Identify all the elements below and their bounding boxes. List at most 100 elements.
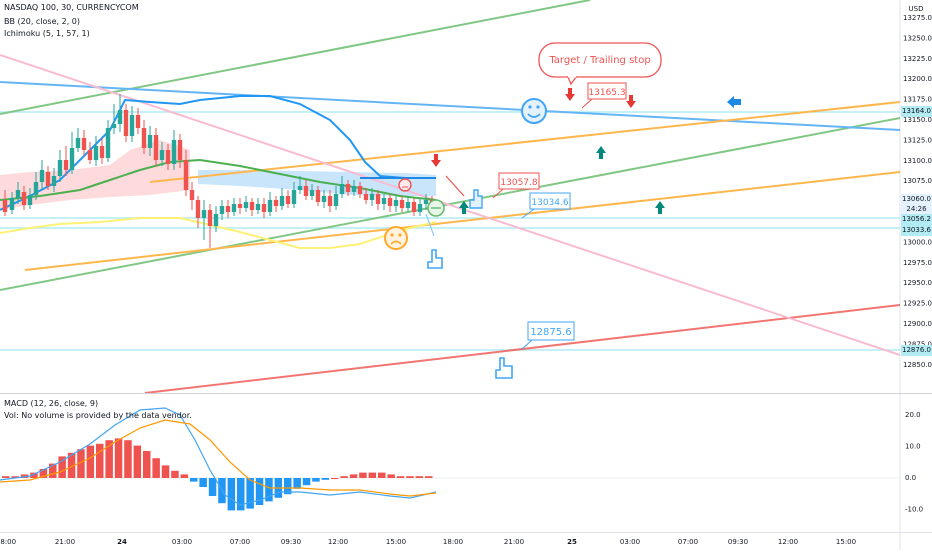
smiley-angry-icon[interactable] [398, 178, 412, 192]
arrow-down-red-icon[interactable] [431, 154, 441, 167]
trendline-blue[interactable] [0, 81, 900, 131]
candle-body [231, 204, 237, 212]
price-axis[interactable]: 13275.0 13250.0 13225.0 13200.0 13175.0 13150… [903, 14, 932, 369]
price-tag-13164: 13164.0 [901, 106, 932, 117]
label-13034[interactable]: 13034.6 [521, 192, 571, 219]
label-12875[interactable]: 12875.6 [521, 321, 575, 350]
candle-body [177, 140, 183, 160]
macd-hist-bar [378, 472, 386, 478]
candle-body [255, 204, 261, 210]
price-tick-label: 12950.0 [903, 279, 932, 287]
svg-text:12875.6: 12875.6 [530, 327, 571, 338]
macd-hist-bar [180, 474, 189, 478]
candle-body [39, 170, 45, 182]
label-13057[interactable]: 13057.8 [492, 172, 540, 199]
macd-hist-bar [387, 474, 395, 478]
candle-body [129, 115, 135, 136]
price-tag-current: 13060.0 [901, 194, 932, 205]
candle-body [2, 200, 8, 212]
candle-body [123, 110, 129, 136]
legend-bb[interactable]: BB (20, close, 2, 0) [4, 17, 80, 26]
legend-main-title[interactable]: NASDAQ 100, 30, CURRENCYCOM [4, 3, 139, 12]
time-tick-label: 18:00 [443, 538, 463, 546]
price-tag-12876: 12876.0 [901, 345, 932, 356]
legend-macd[interactable]: MACD (12, 26, close, 9) [4, 399, 99, 408]
ichimoku-cloud [198, 170, 436, 196]
arrow-up-green-icon[interactable] [459, 201, 469, 214]
arrow-up-green-icon[interactable] [655, 201, 665, 214]
candle-body [75, 138, 81, 148]
legend-ichimoku[interactable]: Ichimoku (5, 1, 57, 1) [4, 29, 90, 38]
callout-text: Target / Trailing stop [548, 55, 650, 66]
macd-hist-bar [284, 478, 292, 495]
candle-body [21, 192, 27, 205]
candle-body [189, 190, 195, 200]
arrow-up-green-icon[interactable] [596, 146, 606, 159]
svg-text:13034.6: 13034.6 [531, 198, 568, 208]
candle-body [81, 138, 87, 150]
macd-hist-bar [406, 476, 414, 478]
candle-body [153, 135, 159, 160]
hand-pointer-icon[interactable] [495, 357, 513, 379]
macd-hist-bar [114, 438, 123, 478]
macd-hist-bar [96, 443, 104, 478]
candle-body [27, 195, 33, 205]
drawing-arrow[interactable] [425, 213, 435, 237]
candle-body [345, 184, 351, 192]
smiley-sad-icon[interactable] [384, 226, 408, 250]
candle-body [135, 115, 141, 128]
arrow-left-blue-icon[interactable] [727, 96, 741, 108]
candle-body [387, 198, 393, 206]
smiley-neutral-icon[interactable] [427, 199, 445, 217]
candle-body [381, 198, 387, 204]
trendline-pink[interactable] [0, 54, 900, 356]
legend-volume-note: Vol: No volume is provided by the data v… [4, 411, 192, 420]
macd-hist-bar [246, 478, 254, 509]
macd-tick-label: -10.0 [905, 506, 923, 514]
candle-body [315, 190, 321, 202]
hand-pointer-icon[interactable] [427, 249, 443, 269]
candle-body [99, 146, 105, 158]
candle-body [15, 190, 21, 198]
time-tick-label: 09:30 [728, 538, 748, 546]
candle-body [69, 148, 75, 170]
price-tick-label: 13250.0 [903, 34, 932, 42]
candle-body [399, 200, 405, 208]
macd-tick-label: 10.0 [905, 443, 921, 451]
candle-body [219, 206, 225, 214]
candle-body [327, 196, 333, 206]
trendline-green-upper[interactable] [0, 0, 591, 115]
time-axis[interactable]: 18:00 21:00 24 03:00 07:00 09:30 12:00 15:00 18:… [0, 538, 856, 546]
smiley-happy-icon[interactable] [521, 98, 547, 124]
macd-hist-bar [161, 465, 170, 478]
main-pane[interactable]: Target / Trailing stop 13165.3 13057.8 1… [0, 0, 900, 393]
candle-body [261, 204, 267, 212]
macd-hist-bar [237, 478, 245, 511]
candle-body [117, 110, 123, 124]
macd-hist-bar [349, 474, 358, 478]
trendline-orange-lower[interactable] [24, 171, 900, 271]
candle-body [45, 172, 51, 186]
target-callout[interactable]: Target / Trailing stop [538, 42, 662, 86]
macd-hist-bar [152, 458, 160, 478]
candle-body [363, 194, 369, 200]
time-tick-label: 03:00 [172, 538, 192, 546]
candle-body [243, 202, 249, 208]
macd-hist-bar [39, 469, 48, 478]
macd-pane[interactable] [0, 407, 900, 511]
macd-signal-line [0, 419, 437, 497]
macd-hist-bar [58, 456, 66, 478]
macd-axis[interactable]: 20.0 10.0 0.0 -10.0 [905, 411, 923, 514]
time-tick-label: 09:30 [281, 538, 301, 546]
label-13165[interactable]: 13165.3 [581, 82, 627, 109]
drawing-arrow[interactable] [445, 175, 465, 197]
macd-hist-bar [396, 476, 405, 478]
candle-body [159, 150, 165, 160]
trendline-orange-upper[interactable] [149, 101, 900, 183]
arrow-down-red-icon[interactable] [626, 95, 636, 108]
hand-pointer-icon[interactable] [469, 189, 483, 209]
candle-body [63, 160, 69, 170]
time-tick-label: 15:00 [386, 538, 406, 546]
arrow-down-red-icon[interactable] [565, 88, 575, 101]
